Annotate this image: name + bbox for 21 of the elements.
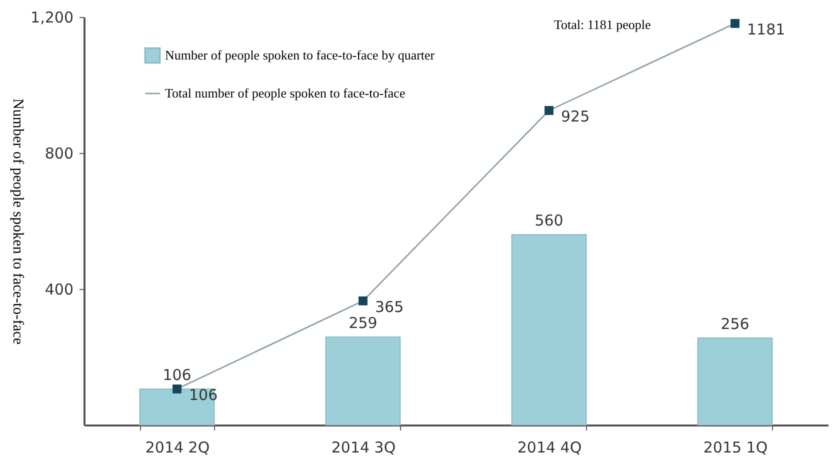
x-tick-label: 2014 3Q	[331, 438, 396, 456]
legend-label: Number of people spoken to face-to-face by quarter	[165, 48, 436, 62]
data-label: 1181	[747, 20, 786, 38]
bar	[325, 336, 401, 426]
annotation: Total: 1181 people	[554, 17, 652, 32]
bar	[697, 337, 773, 426]
y-tick-label: 1,200	[30, 8, 74, 26]
bar	[511, 234, 587, 426]
y-tick-label: 800	[44, 144, 74, 162]
data-label: 925	[561, 108, 590, 126]
y-tick-label: 400	[44, 280, 74, 298]
x-tick-label: 2014 2Q	[145, 438, 210, 456]
data-label: 106	[162, 366, 192, 384]
data-label: 365	[375, 298, 404, 316]
data-label: 256	[720, 314, 750, 333]
data-label: 259	[348, 314, 378, 332]
x-tick-label: 2014 4Q	[517, 438, 582, 456]
data-label: 560	[534, 212, 564, 230]
x-tick-label: 2015 1Q	[703, 438, 768, 456]
y-axis-title: Number of people spoken to face-to-face	[10, 98, 26, 345]
legend-label: Total number of people spoken to face-to-face	[165, 86, 406, 100]
